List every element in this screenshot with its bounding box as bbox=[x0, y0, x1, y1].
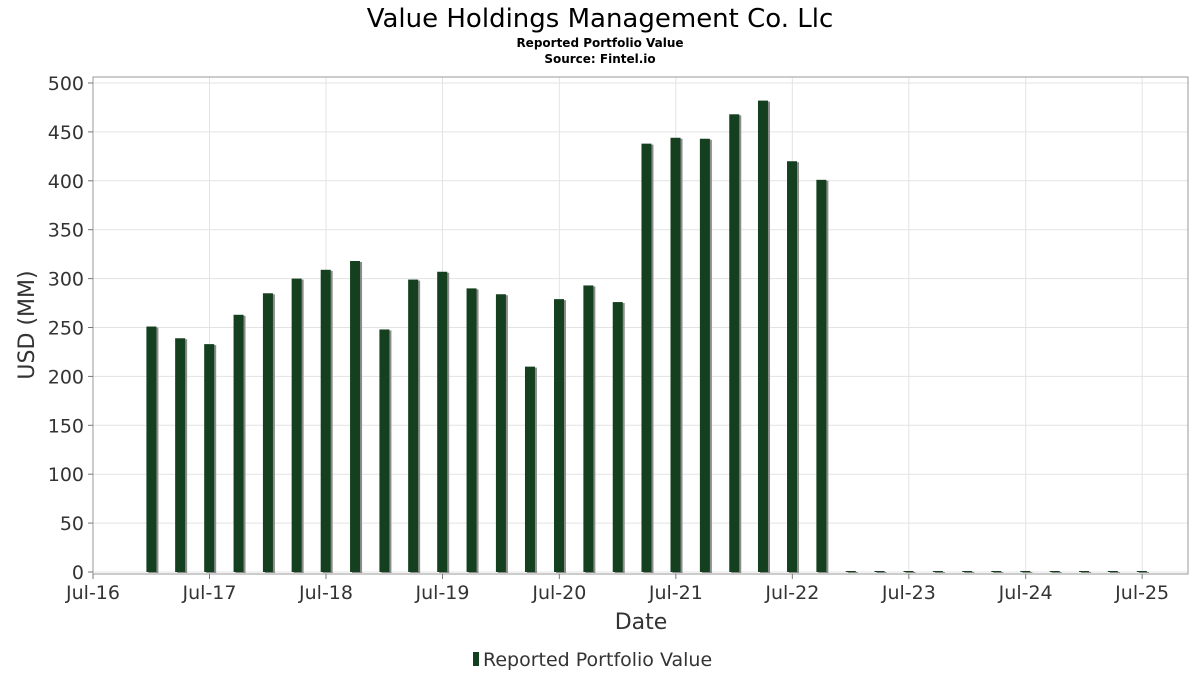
y-axis-ticks: 0 50 100 150 200 250 300 350 400 450 500 bbox=[48, 73, 93, 584]
bar bbox=[204, 344, 215, 572]
bar-shadow bbox=[1081, 572, 1092, 573]
bar-shadow bbox=[847, 572, 858, 573]
bar-shadow bbox=[1138, 572, 1149, 573]
bar bbox=[1049, 571, 1060, 572]
bar-shadow bbox=[993, 572, 1004, 573]
x-tick-label: Jul-24 bbox=[998, 582, 1053, 604]
x-tick-label: Jul-23 bbox=[881, 582, 936, 604]
bar-shadow bbox=[934, 572, 945, 573]
x-tick-label: Jul-25 bbox=[1114, 582, 1169, 604]
x-tick-label: Jul-21 bbox=[648, 582, 703, 604]
bar bbox=[699, 138, 710, 572]
bar bbox=[1020, 571, 1031, 572]
bar-shadow bbox=[1109, 572, 1120, 573]
bar bbox=[495, 294, 506, 572]
bar bbox=[787, 161, 798, 573]
y-tick-label: 0 bbox=[72, 562, 84, 584]
bar-shadow bbox=[964, 572, 975, 573]
bar bbox=[816, 179, 827, 572]
grid bbox=[92, 77, 1188, 574]
bar bbox=[1107, 571, 1118, 572]
bar bbox=[932, 571, 943, 572]
bar bbox=[554, 299, 565, 572]
bar bbox=[1079, 571, 1090, 572]
bar bbox=[729, 114, 740, 573]
y-tick-label: 200 bbox=[48, 366, 84, 388]
bar-shadow bbox=[876, 572, 887, 573]
y-tick-label: 150 bbox=[48, 415, 84, 437]
legend-label: Reported Portfolio Value bbox=[483, 649, 712, 671]
y-tick-label: 350 bbox=[48, 220, 84, 242]
bar-shadow bbox=[1022, 572, 1033, 573]
x-tick-label: Jul-16 bbox=[65, 582, 120, 604]
bar bbox=[466, 288, 477, 572]
y-tick-label: 500 bbox=[48, 73, 84, 95]
bar bbox=[146, 326, 157, 572]
y-tick-label: 450 bbox=[48, 122, 84, 144]
y-tick-label: 100 bbox=[48, 464, 84, 486]
bar bbox=[1136, 571, 1147, 572]
bar bbox=[991, 571, 1002, 572]
bar bbox=[757, 100, 768, 572]
y-tick-label: 300 bbox=[48, 269, 84, 291]
bar bbox=[612, 302, 623, 572]
plot-frame bbox=[92, 76, 1189, 575]
bar bbox=[524, 366, 535, 572]
bar-shadow bbox=[1051, 572, 1062, 573]
bars bbox=[146, 100, 1149, 574]
bar bbox=[379, 329, 390, 572]
legend: Reported Portfolio Value bbox=[473, 649, 712, 671]
bar bbox=[408, 279, 419, 572]
legend-swatch bbox=[473, 652, 479, 666]
bar bbox=[670, 137, 681, 572]
bar bbox=[903, 571, 914, 572]
bar bbox=[320, 269, 331, 572]
bar bbox=[641, 143, 652, 573]
x-tick-label: Jul-19 bbox=[415, 582, 470, 604]
y-axis-label: USD (MM) bbox=[15, 270, 40, 379]
bar bbox=[962, 571, 973, 572]
x-tick-label: Jul-22 bbox=[764, 582, 819, 604]
bar bbox=[583, 285, 594, 572]
bar bbox=[845, 571, 856, 572]
y-tick-label: 50 bbox=[60, 513, 84, 535]
chart-title: Value Holdings Management Co. Llc bbox=[367, 4, 834, 34]
x-tick-label: Jul-17 bbox=[182, 582, 237, 604]
chart-subtitle: Reported Portfolio Value bbox=[516, 36, 683, 50]
bar-shadow bbox=[905, 572, 916, 573]
x-axis-ticks: Jul-16 Jul-17 Jul-18 Jul-19 Jul-20 Jul-21 Jul-… bbox=[65, 574, 1169, 604]
bar bbox=[437, 271, 448, 572]
y-tick-label: 250 bbox=[48, 318, 84, 340]
chart-source: Source: Fintel.io bbox=[544, 52, 655, 66]
bar bbox=[350, 260, 361, 572]
x-axis-label: Date bbox=[615, 610, 668, 635]
bar bbox=[233, 314, 244, 572]
bar bbox=[262, 293, 273, 572]
x-tick-label: Jul-20 bbox=[531, 582, 586, 604]
y-tick-label: 400 bbox=[48, 171, 84, 193]
bar bbox=[874, 571, 885, 572]
x-tick-label: Jul-18 bbox=[298, 582, 353, 604]
bar bbox=[175, 338, 186, 572]
bar bbox=[291, 278, 302, 572]
